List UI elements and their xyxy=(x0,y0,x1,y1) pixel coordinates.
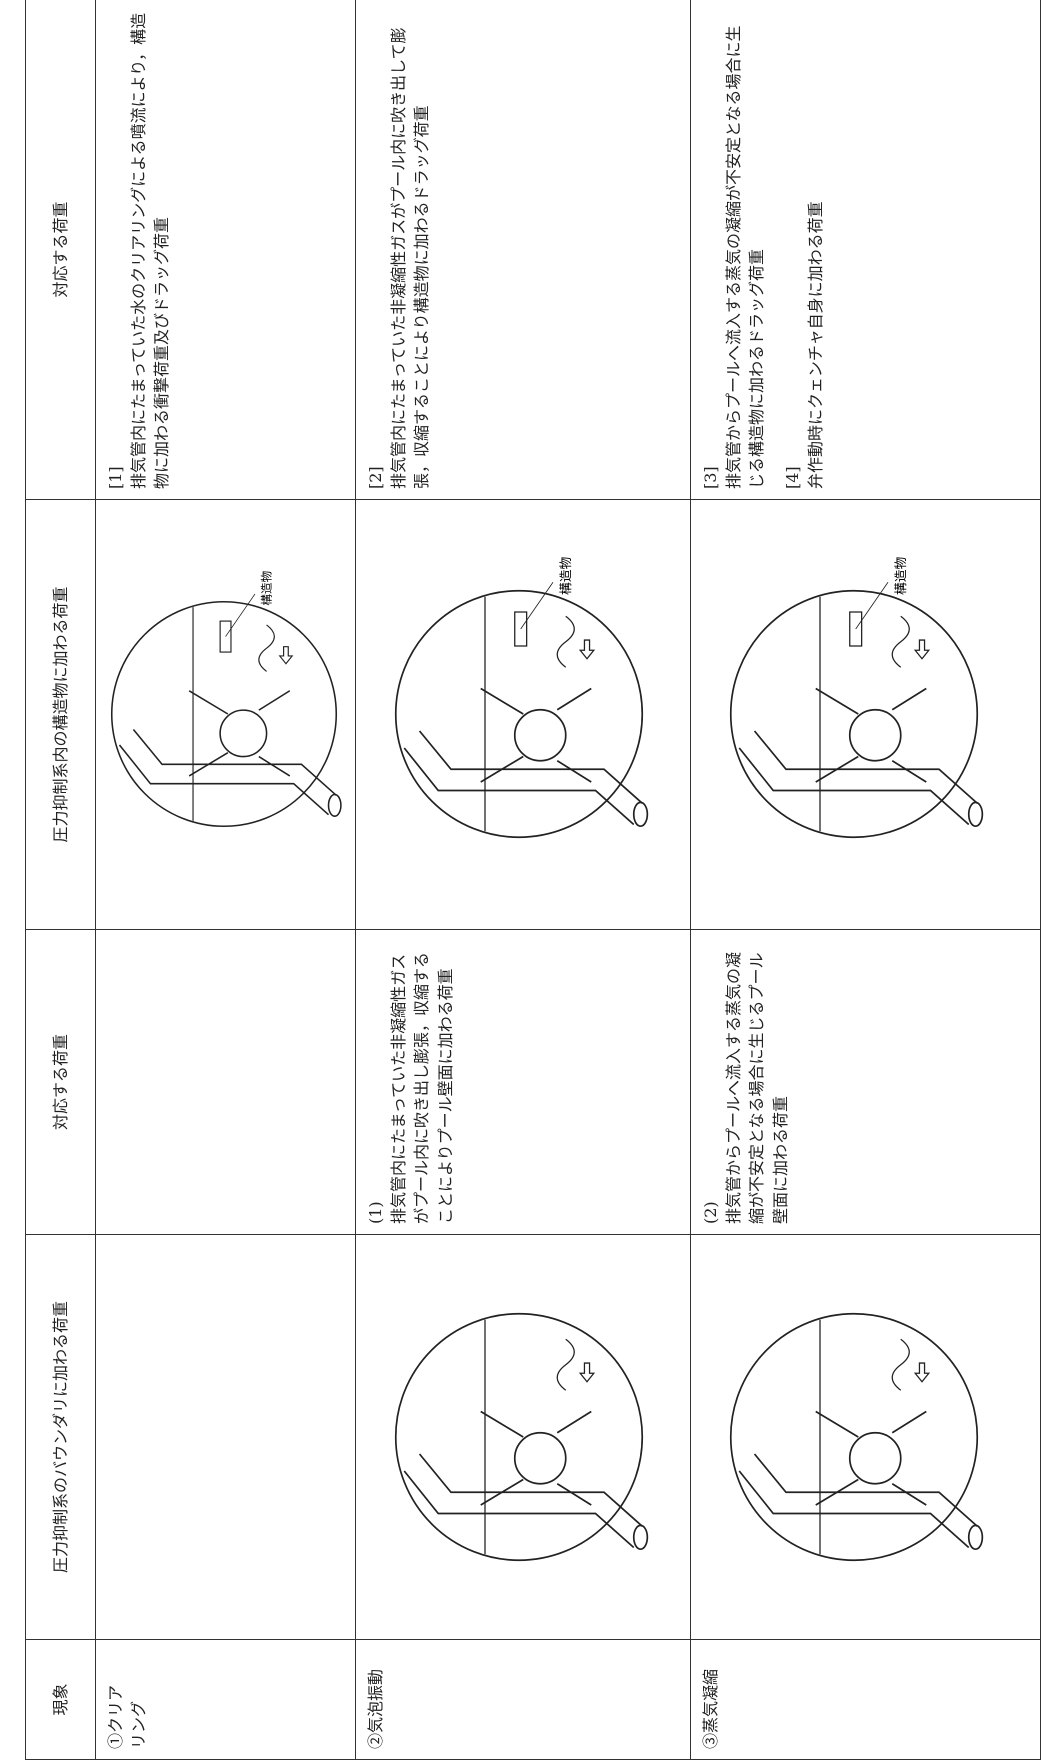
illustration: 構造物 xyxy=(719,557,989,885)
header-cell: 対応する荷重 xyxy=(25,0,96,500)
illustration-cell: 構造物 xyxy=(355,499,691,930)
load-text: 排気管からプールへ流入する蒸気の凝縮が不安定となる場合に生じるプール壁面に加わる… xyxy=(724,951,790,1224)
structure-label: 構造物 xyxy=(559,557,574,595)
illustration-cell: 構造物 xyxy=(95,499,356,930)
illustration: 構造物 xyxy=(104,571,344,880)
load-label: (1) xyxy=(366,1201,385,1224)
table-row: ③蒸気凝縮 (2) 排気管からプールへ流入する蒸気の凝縮が不安定となる場合に生じ… xyxy=(690,0,1041,1760)
header-cell: 圧力抑制系のバウンダリに加わる荷重 xyxy=(25,1234,96,1640)
phenomenon: ②気泡振動 xyxy=(355,1639,691,1760)
header-cell: 現象 xyxy=(25,1639,96,1760)
load-table: 現象 圧力抑制系のバウンダリに加わる荷重 対応する荷重 圧力抑制系内の構造物に加… xyxy=(25,0,1041,1760)
illustration xyxy=(384,1267,654,1607)
illustration-cell xyxy=(690,1234,1041,1640)
load-cell: [3] 排気管からプールへ流入する蒸気の凝縮が不安定となる場合に生じる構造物に加… xyxy=(690,0,1041,500)
header-row: 現象 圧力抑制系のバウンダリに加わる荷重 対応する荷重 圧力抑制系内の構造物に加… xyxy=(25,0,96,1760)
table-row: ①クリア リング 構造物 [1] 排気管内にたまっていた水のクリアリングによる噴… xyxy=(95,0,356,1760)
structure-label: 構造物 xyxy=(259,571,273,606)
empty-cell xyxy=(95,1234,356,1640)
phenomenon: ③蒸気凝縮 xyxy=(690,1639,1041,1760)
load-cell: (1) 排気管内にたまっていた非凝縮性ガスがプール内に吹き出し膨張，収縮すること… xyxy=(355,929,691,1235)
load-text: 排気管内にたまっていた水のクリアリングによる噴流により，構造物に加わる衝撃荷重及… xyxy=(129,12,172,489)
load-label: [3] xyxy=(701,466,720,489)
load-label: [4] xyxy=(782,466,802,489)
illustration-cell xyxy=(355,1234,691,1640)
load-cell: [2] 排気管内にたまっていた非凝縮性ガスがプール内に吹き出して膨張，収縮するこ… xyxy=(355,0,691,500)
illustration xyxy=(719,1267,989,1607)
load-label: (2) xyxy=(701,1201,720,1224)
table-row: ②気泡振動 (1) 排気管内にたまっていた非凝縮性ガスがプール内に吹き出し膨張，… xyxy=(355,0,691,1760)
load-label: [1] xyxy=(106,466,125,489)
header-cell: 圧力抑制系内の構造物に加わる荷重 xyxy=(25,499,96,930)
load-cell: [1] 排気管内にたまっていた水のクリアリングによる噴流により，構造物に加わる衝… xyxy=(95,0,356,500)
phenomenon: ①クリア リング xyxy=(95,1639,356,1760)
header-cell: 対応する荷重 xyxy=(25,929,96,1235)
illustration: 構造物 xyxy=(384,557,654,885)
load-text: 排気管内にたまっていた非凝縮性ガスがプール内に吹き出し膨張，収縮することによりプ… xyxy=(389,951,455,1224)
load-text: 排気管からプールへ流入する蒸気の凝縮が不安定となる場合に生じる構造物に加わるドラ… xyxy=(724,25,767,489)
load-cell: (2) 排気管からプールへ流入する蒸気の凝縮が不安定となる場合に生じるプール壁面… xyxy=(690,929,1041,1235)
load-text: 排気管内にたまっていた非凝縮性ガスがプール内に吹き出して膨張，収縮することにより… xyxy=(389,27,432,489)
load-text: 弁作動時にクェンチャ自身に加わる荷重 xyxy=(805,201,825,489)
structure-label: 構造物 xyxy=(894,557,909,595)
illustration-cell: 構造物 xyxy=(690,499,1041,930)
load-label: [2] xyxy=(366,466,385,489)
empty-cell xyxy=(95,929,356,1235)
